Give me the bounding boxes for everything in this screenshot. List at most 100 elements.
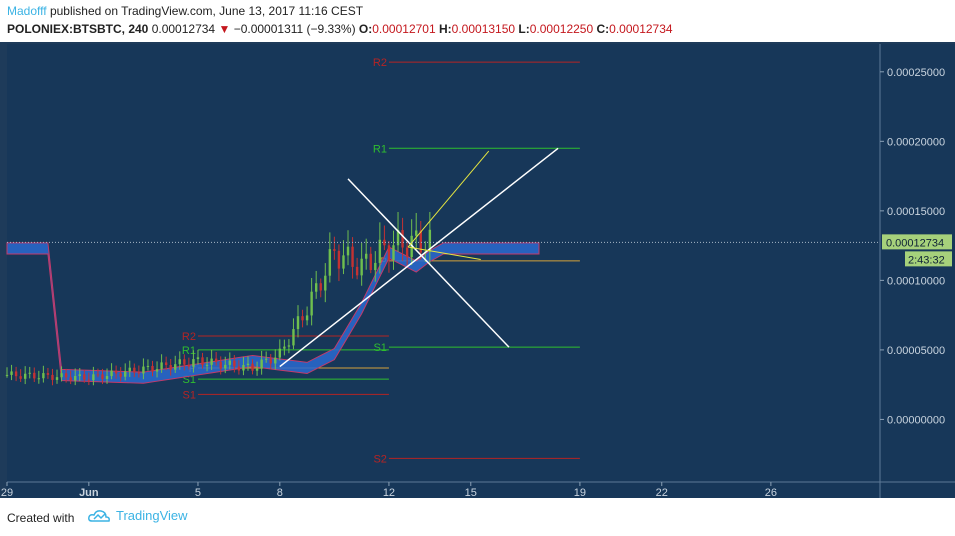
- candle-body: [415, 230, 418, 236]
- candle-body: [23, 373, 27, 379]
- candle-body: [74, 375, 77, 381]
- plot-background: [7, 44, 880, 482]
- x-tick-label: 22: [656, 487, 668, 498]
- candle-body: [374, 262, 377, 271]
- candle-body: [342, 255, 345, 269]
- pivot-label: R2: [182, 331, 196, 343]
- candle-body: [237, 366, 241, 371]
- candle-body: [105, 376, 109, 379]
- candle-body: [60, 373, 63, 378]
- candle-body: [314, 283, 318, 292]
- chart-area[interactable]: 0.00025000 0.00020000 0.00015000 0.00010000…: [0, 42, 955, 499]
- tradingview-brand[interactable]: TradingView: [88, 508, 188, 523]
- low-value: 0.00012250: [529, 22, 594, 36]
- x-tick-label: 12: [383, 487, 395, 498]
- candle-body: [55, 377, 59, 380]
- candle-body: [242, 364, 245, 371]
- candle-body: [310, 291, 313, 316]
- low-label: L:: [518, 22, 530, 36]
- y-tick-label: 0.00000000: [887, 414, 945, 426]
- time-axis-background: [7, 482, 880, 498]
- current-price-badge: [882, 234, 952, 250]
- candle-body: [214, 358, 218, 362]
- x-tick-label: 5: [195, 487, 201, 498]
- bar-countdown-timer: 2:43:32: [908, 254, 945, 266]
- pivot-label: R1: [182, 345, 196, 357]
- candle-body: [42, 373, 45, 379]
- candle-body: [96, 374, 100, 376]
- author-link[interactable]: Madofff: [7, 4, 47, 18]
- current-price-value: 0.00012734: [886, 237, 944, 249]
- candle-body: [219, 361, 222, 369]
- cloud-logo-icon: [88, 509, 110, 522]
- x-tick-label: Jun: [79, 487, 99, 498]
- candle-body: [92, 374, 95, 381]
- open-label: O:: [358, 22, 373, 36]
- candle-body: [142, 366, 145, 374]
- chart-header: Madofff published on TradingView.com, Ju…: [0, 0, 955, 42]
- y-tick-label: 0.00020000: [887, 136, 945, 148]
- close-label: C:: [596, 22, 610, 36]
- candle-body: [428, 229, 432, 252]
- candle-body: [301, 316, 304, 321]
- candle-body: [192, 359, 195, 367]
- candle-body: [324, 275, 327, 291]
- candle-body: [205, 364, 209, 366]
- candle-body: [369, 253, 372, 271]
- candle-body: [355, 266, 359, 276]
- candle-body: [114, 370, 118, 374]
- candle-body: [51, 374, 54, 380]
- trend-line-up: [279, 147, 559, 368]
- ohlc-line: POLONIEX:BTSBTC, 240 0.00012734 ▼ −0.000…: [7, 22, 673, 36]
- x-tick-label: 26: [765, 487, 777, 498]
- countdown-badge: [905, 251, 952, 267]
- candle-body: [119, 373, 122, 377]
- candle-body: [160, 362, 163, 370]
- candle-body: [337, 250, 341, 269]
- open-value: 0.00012701: [372, 22, 436, 36]
- candle-body: [183, 359, 186, 365]
- candle-body: [137, 372, 141, 374]
- price-axis-background: [880, 44, 955, 498]
- candle-body: [37, 378, 41, 380]
- candle-body: [19, 376, 22, 379]
- candle-body: [333, 249, 336, 251]
- candle-body: [360, 258, 363, 276]
- candle-body: [187, 364, 191, 367]
- y-tick-label: 0.00025000: [887, 67, 945, 79]
- candle-body: [151, 365, 154, 372]
- candle-body: [283, 346, 286, 349]
- candle-body: [64, 373, 68, 378]
- candle-body: [378, 239, 382, 263]
- trend-line-down: [347, 178, 510, 348]
- symbol-label: POLONIEX:BTSBTC, 240: [7, 22, 149, 36]
- candle-body: [392, 245, 395, 260]
- y-tick-label: 0.00015000: [887, 206, 945, 218]
- candle-body: [133, 367, 136, 373]
- high-value: 0.00013150: [451, 22, 516, 36]
- candle-body: [365, 253, 368, 259]
- candle-body: [83, 374, 86, 380]
- candle-body: [419, 230, 422, 253]
- price-chart[interactable]: 0.00025000 0.00020000 0.00015000 0.00010000…: [0, 42, 955, 499]
- candle-body: [328, 249, 332, 276]
- y-tick-label: 0.00005000: [887, 345, 945, 357]
- x-tick-label: 19: [574, 487, 586, 498]
- candle-body: [246, 363, 250, 365]
- candle-body: [178, 359, 181, 365]
- candle-body: [228, 360, 231, 365]
- candle-body: [169, 365, 172, 370]
- candle-body: [287, 345, 291, 347]
- candle-body: [319, 283, 322, 291]
- candle-body: [164, 362, 168, 366]
- candle-body: [110, 370, 113, 377]
- last-price: 0.00012734: [151, 22, 216, 36]
- candle-body: [174, 364, 177, 370]
- pivot-label: S2: [373, 453, 386, 465]
- candle-body: [10, 371, 13, 375]
- candle-body: [78, 374, 81, 376]
- down-arrow-icon: ▼: [218, 22, 231, 36]
- candle-body: [274, 357, 277, 364]
- pivot-label: S1: [373, 342, 386, 354]
- pivot-label: S1: [183, 389, 196, 401]
